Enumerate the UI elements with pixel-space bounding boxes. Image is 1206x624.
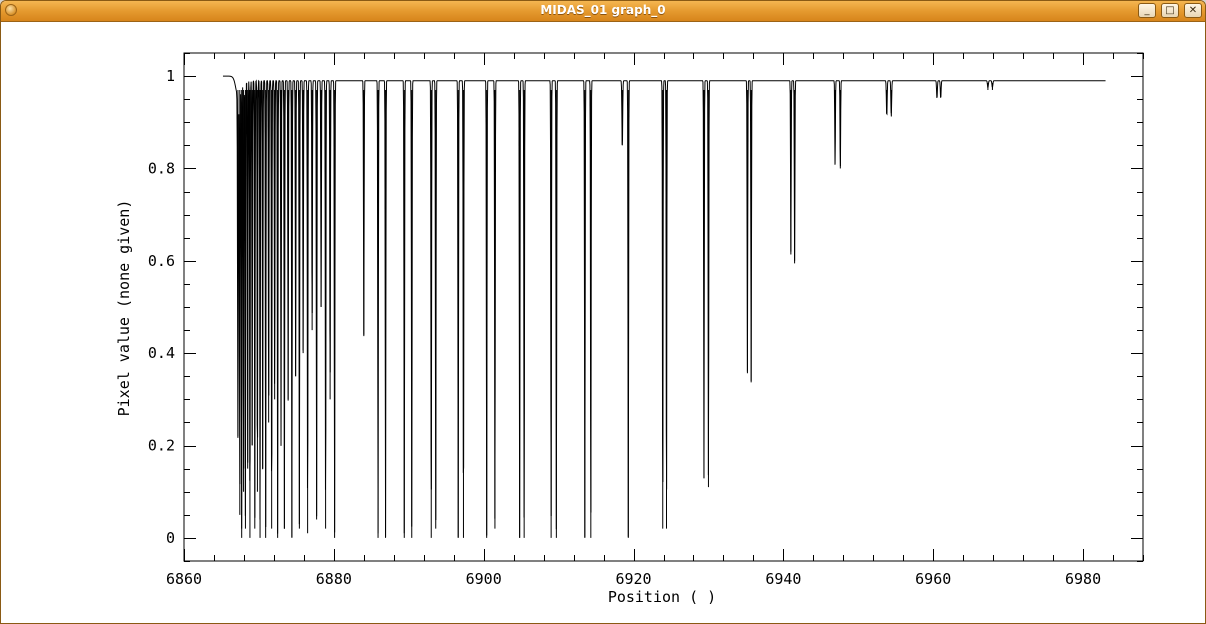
y-axis-tick-labels: 0 0.2 0.4 0.6 0.8 1	[148, 67, 175, 547]
maximize-icon[interactable]: □	[1161, 3, 1179, 18]
y-tick-label: 0.4	[148, 344, 175, 362]
x-tick-label: 6900	[466, 570, 502, 588]
x-tick-label: 6980	[1065, 570, 1101, 588]
x-tick-label: 6860	[166, 570, 202, 588]
plot-area: 6860 6880 6900 6920 6940 6960 6980 0 0.2 0.4 0.6 0…	[1, 22, 1205, 623]
x-tick-label: 6960	[915, 570, 951, 588]
spectrum-line	[222, 75, 1106, 538]
y-tick-label: 0.2	[148, 437, 175, 455]
x-axis-tick-labels: 6860 6880 6900 6920 6940 6960 6980	[166, 570, 1101, 588]
y-tick-label: 0.6	[148, 252, 175, 270]
x-axis-label: Position ( )	[608, 588, 716, 606]
x-axis-ticks	[184, 53, 1144, 561]
spectrum-chart: 6860 6880 6900 6920 6940 6960 6980 00.20.40.60…	[115, 52, 1144, 606]
y-tick-label: 1	[166, 67, 175, 85]
y-tick-label: 0.8	[148, 159, 175, 177]
close-icon[interactable]: ✕	[1184, 3, 1202, 18]
y-axis-ticks	[184, 53, 1143, 562]
y-tick-label: 0	[166, 529, 175, 547]
x-tick-label: 6920	[615, 570, 651, 588]
x-tick-label: 6940	[765, 570, 801, 588]
window-menu-icon[interactable]	[5, 4, 17, 16]
window-title: MIDAS_01 graph_0	[540, 3, 666, 17]
x-tick-label: 6880	[316, 570, 352, 588]
y-axis-label: Pixel value (none given)	[115, 200, 133, 417]
minimize-icon[interactable]: _	[1138, 3, 1156, 18]
title-bar[interactable]: MIDAS_01 graph_0 _ □ ✕	[1, 1, 1205, 22]
